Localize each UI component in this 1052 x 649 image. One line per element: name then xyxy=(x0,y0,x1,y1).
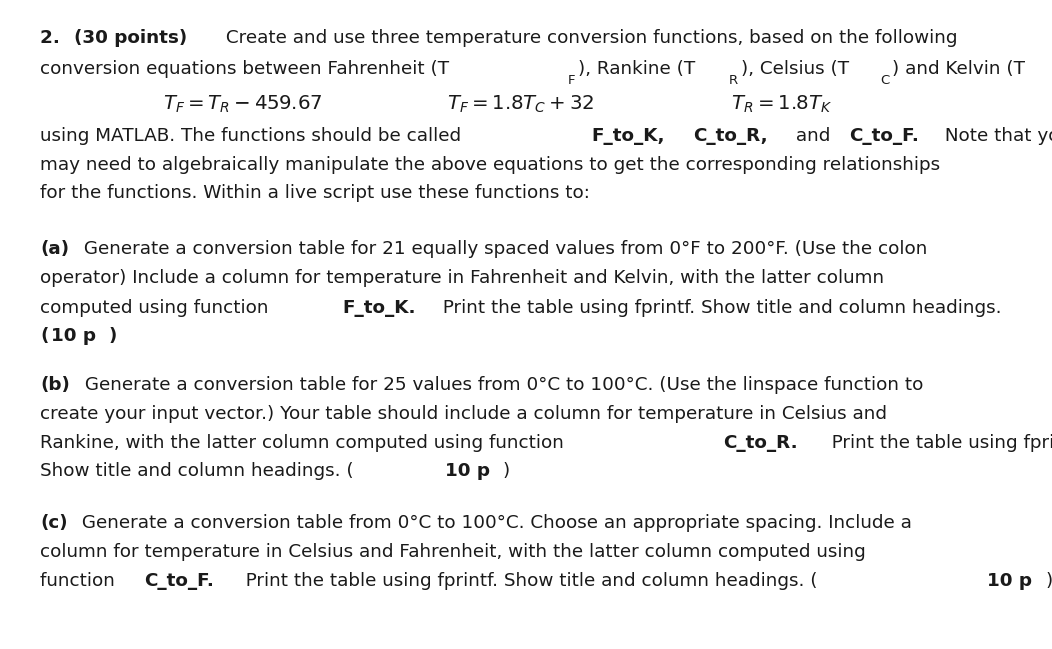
Text: ): ) xyxy=(503,462,510,480)
Text: F_to_K.: F_to_K. xyxy=(342,299,416,317)
Text: Rankine, with the latter column computed using function: Rankine, with the latter column computed… xyxy=(40,434,570,452)
Text: ), Rankine (T: ), Rankine (T xyxy=(578,60,694,78)
Text: function: function xyxy=(40,572,121,591)
Text: ): ) xyxy=(108,327,117,345)
Text: conversion equations between Fahrenheit (T: conversion equations between Fahrenheit … xyxy=(40,60,449,78)
Text: Print the table using fprintf. Show title and column headings. (: Print the table using fprintf. Show titl… xyxy=(235,572,817,591)
Text: C_to_R,: C_to_R, xyxy=(693,127,768,145)
Text: $T_R = 1.8T_K$: $T_R = 1.8T_K$ xyxy=(731,93,832,115)
Text: C_to_R.: C_to_R. xyxy=(724,434,798,452)
Text: ) and Kelvin (T: ) and Kelvin (T xyxy=(892,60,1025,78)
Text: 10 p: 10 p xyxy=(445,462,489,480)
Text: for the functions. Within a live script use these functions to:: for the functions. Within a live script … xyxy=(40,184,590,202)
Text: Generate a conversion table for 21 equally spaced values from 0°F to 200°F. (Use: Generate a conversion table for 21 equal… xyxy=(78,240,927,258)
Text: computed using function: computed using function xyxy=(40,299,275,317)
Text: Generate a conversion table from 0°C to 100°C. Choose an appropriate spacing. In: Generate a conversion table from 0°C to … xyxy=(76,514,911,532)
Text: create your input vector.) Your table should include a column for temperature in: create your input vector.) Your table sh… xyxy=(40,405,887,423)
Text: (30 points): (30 points) xyxy=(74,29,187,47)
Text: (b): (b) xyxy=(40,376,69,395)
Text: $T_F = T_R - 459.67$: $T_F = T_R - 459.67$ xyxy=(163,93,323,115)
Text: using MATLAB. The functions should be called: using MATLAB. The functions should be ca… xyxy=(40,127,467,145)
Text: Print the table using fprintf. Show title and column headings.: Print the table using fprintf. Show titl… xyxy=(438,299,1002,317)
Text: ): ) xyxy=(1046,572,1052,591)
Text: Create and use three temperature conversion functions, based on the following: Create and use three temperature convers… xyxy=(220,29,957,47)
Text: (: ( xyxy=(40,327,48,345)
Text: Generate a conversion table for 25 values from 0°C to 100°C. (Use the linspace f: Generate a conversion table for 25 value… xyxy=(79,376,923,395)
Text: 10 p: 10 p xyxy=(987,572,1032,591)
Text: ), Celsius (T: ), Celsius (T xyxy=(741,60,849,78)
Text: may need to algebraically manipulate the above equations to get the correspondin: may need to algebraically manipulate the… xyxy=(40,156,940,174)
Text: operator) Include a column for temperature in Fahrenheit and Kelvin, with the la: operator) Include a column for temperatu… xyxy=(40,269,884,288)
Text: (c): (c) xyxy=(40,514,67,532)
Text: C_to_F.: C_to_F. xyxy=(849,127,919,145)
Text: C_to_F.: C_to_F. xyxy=(144,572,214,591)
Text: F: F xyxy=(568,74,575,87)
Text: R: R xyxy=(729,74,737,87)
Text: 10 p: 10 p xyxy=(50,327,96,345)
Text: column for temperature in Celsius and Fahrenheit, with the latter column compute: column for temperature in Celsius and Fa… xyxy=(40,543,866,561)
Text: $T_F = 1.8T_C + 32$: $T_F = 1.8T_C + 32$ xyxy=(447,93,594,115)
Text: (a): (a) xyxy=(40,240,69,258)
Text: and: and xyxy=(790,127,836,145)
Text: 2.: 2. xyxy=(40,29,66,47)
Text: F_to_K,: F_to_K, xyxy=(591,127,665,145)
Text: Note that you: Note that you xyxy=(939,127,1052,145)
Text: C: C xyxy=(881,74,889,87)
Text: Show title and column headings. (: Show title and column headings. ( xyxy=(40,462,353,480)
Text: Print the table using fprintf.: Print the table using fprintf. xyxy=(820,434,1052,452)
